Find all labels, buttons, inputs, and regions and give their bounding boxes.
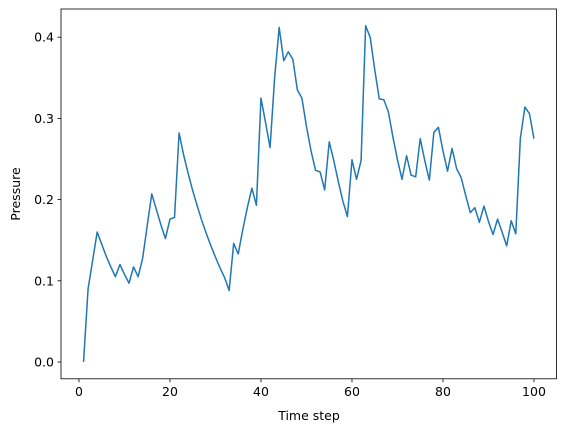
y-axis-label: Pressure [8,167,23,221]
x-tick-label: 20 [162,384,178,399]
x-tick-label: 0 [75,384,83,399]
y-tick-label: 0.1 [34,273,54,288]
plot-frame [60,8,557,380]
x-tick-label: 80 [435,384,451,399]
y-tick-label: 0.3 [34,111,54,126]
x-axis-label: Time step [277,408,340,423]
y-tick-label: 0.2 [34,192,54,207]
line [82,25,535,363]
x-tick-label: 100 [522,384,546,399]
x-tick-label: 40 [253,384,269,399]
y-tick-label: 0.4 [34,30,54,45]
y-tick-label: 0.0 [34,354,54,369]
x-tick-label: 60 [344,384,360,399]
